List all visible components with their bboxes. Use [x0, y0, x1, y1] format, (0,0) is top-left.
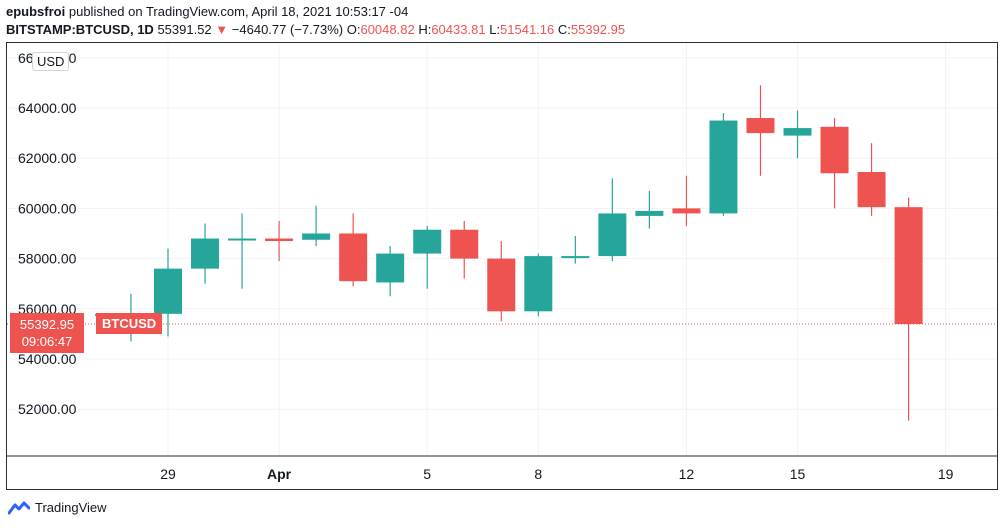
- candle-body: [561, 256, 590, 259]
- brand-name: TradingView: [35, 500, 107, 515]
- candle-up: [228, 213, 257, 289]
- x-tick-label: 15: [790, 466, 806, 482]
- footer-branding[interactable]: TradingView: [8, 500, 107, 515]
- y-tick-label: 56000.00: [18, 301, 77, 317]
- high-label: H:: [418, 22, 432, 37]
- published-text: published on TradingView.com, April 18, …: [68, 4, 409, 19]
- x-tick-label: 12: [679, 466, 695, 482]
- candle-body: [487, 258, 516, 312]
- candle-down: [265, 220, 294, 262]
- candle-body: [302, 233, 331, 240]
- candle-down: [672, 175, 701, 226]
- candle-up: [191, 223, 220, 284]
- candle-down: [450, 220, 479, 279]
- candle-body: [746, 118, 775, 134]
- candle-body: [154, 268, 182, 314]
- candle-up: [376, 246, 405, 297]
- close-label: C:: [557, 22, 571, 37]
- candle-body: [524, 256, 553, 312]
- x-tick-label: 8: [534, 466, 542, 482]
- candle-down: [487, 241, 516, 322]
- candle-body: [339, 233, 368, 282]
- candle-down: [820, 118, 849, 209]
- candle-up: [709, 113, 738, 216]
- candle-up: [783, 110, 812, 159]
- x-tick-label: 29: [160, 466, 176, 482]
- candle-body: [709, 120, 738, 214]
- candle-body: [894, 207, 923, 325]
- change-value: −4640.77 (−7.73%): [231, 22, 344, 37]
- last-value: 55391.52: [157, 22, 212, 37]
- candle-down: [894, 197, 923, 421]
- candle-body: [857, 172, 886, 208]
- open-label: O:: [346, 22, 361, 37]
- candle-body: [820, 126, 849, 174]
- last-price-value: 55392.95: [19, 317, 75, 332]
- candle-up: [598, 178, 627, 262]
- candle-down: [746, 85, 775, 176]
- tradingview-logo-icon: [8, 501, 30, 514]
- candle-body: [598, 213, 627, 257]
- chart-frame[interactable]: [6, 42, 998, 490]
- y-tick-label: 54000.00: [18, 351, 77, 367]
- candle-up: [154, 248, 182, 337]
- bar-countdown: 09:06:47: [21, 334, 73, 349]
- low-value: 51541.16: [500, 22, 555, 37]
- symbol-label: BITSTAMP:BTCUSD, 1D: [6, 22, 154, 37]
- x-tick-label: 5: [423, 466, 431, 482]
- candle-body: [191, 238, 220, 269]
- candle-up: [561, 236, 590, 264]
- x-tick-label: Apr: [267, 466, 292, 482]
- y-tick-label: 64000.00: [18, 100, 77, 116]
- ohlc-legend: BITSTAMP:BTCUSD, 1D 55391.52 ▼ −4640.77 …: [6, 22, 625, 37]
- candle-up: [635, 190, 664, 229]
- y-tick-label: 60000.00: [18, 200, 77, 216]
- candle-body: [228, 238, 257, 241]
- candle-body: [783, 128, 812, 136]
- candle-down: [857, 143, 886, 216]
- high-value: 60433.81: [431, 22, 486, 37]
- low-label: L:: [489, 22, 501, 37]
- y-tick-label: 62000.00: [18, 150, 77, 166]
- candles: [95, 85, 923, 421]
- publish-info: epubsfroi published on TradingView.com, …: [6, 4, 408, 19]
- candle-body: [265, 238, 294, 242]
- candle-body: [635, 210, 664, 216]
- candle-up: [413, 225, 442, 289]
- symbol-price-tag: BTCUSD: [96, 313, 163, 334]
- candle-body: [413, 229, 442, 254]
- candle-down: [339, 213, 368, 287]
- candle-body: [450, 229, 479, 259]
- y-tick-label: 58000.00: [18, 251, 77, 267]
- candle-body: [672, 208, 701, 214]
- open-value: 60048.82: [360, 22, 415, 37]
- candle-up: [302, 205, 331, 247]
- currency-button[interactable]: USD: [32, 52, 70, 71]
- last-price-tag: 55392.95 09:06:47: [10, 313, 84, 353]
- x-tick-label: 19: [938, 466, 954, 482]
- grid-lines: [7, 43, 997, 456]
- candle-up: [524, 253, 553, 317]
- candle-body: [376, 253, 405, 283]
- close-value: 55392.95: [570, 22, 626, 37]
- publisher-name: epubsfroi: [6, 4, 66, 19]
- down-arrow-icon: ▼: [215, 22, 229, 37]
- y-tick-label: 52000.00: [18, 401, 77, 417]
